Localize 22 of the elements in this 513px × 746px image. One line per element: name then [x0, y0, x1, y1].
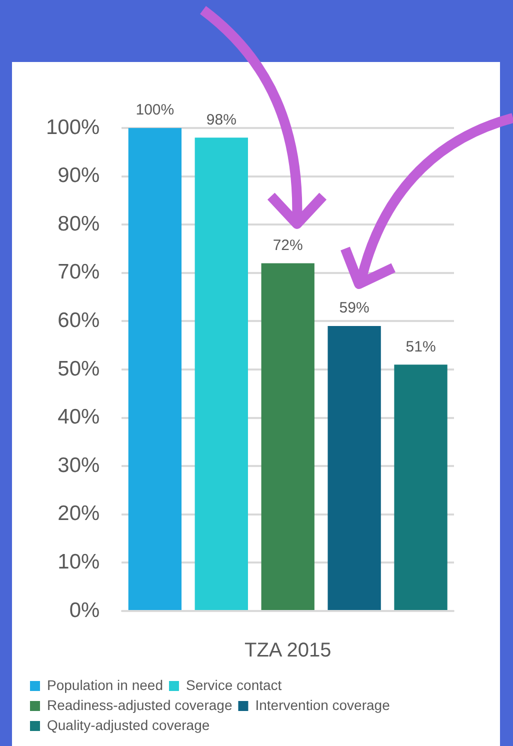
legend-label: Service contact — [186, 676, 282, 693]
y-tick-label: 40% — [58, 406, 100, 429]
y-tick-label: 80% — [58, 212, 100, 236]
legend-label: Readiness-adjusted coverage — [47, 696, 232, 713]
x-axis-title: TZA 2015 — [244, 640, 332, 662]
y-tick-label: 90% — [58, 164, 100, 188]
legend-label: Intervention coverage — [255, 696, 390, 713]
y-tick-label: 100% — [46, 116, 100, 139]
data-label: 100% — [136, 102, 174, 119]
y-tick-label: 30% — [58, 454, 100, 477]
y-tick-label: 70% — [58, 260, 100, 284]
y-tick-label: 60% — [58, 308, 100, 332]
legend-label: Population in need — [47, 676, 163, 693]
data-label: 51% — [406, 338, 436, 356]
data-label: 59% — [339, 300, 370, 317]
y-tick-label: 50% — [58, 357, 100, 380]
y-tick-label: 10% — [58, 550, 100, 574]
legend-label: Quality-adjusted coverage — [47, 716, 210, 733]
y-tick-label: 20% — [58, 502, 100, 526]
data-label: 98% — [206, 111, 236, 128]
data-label: 72% — [272, 236, 303, 254]
y-tick-label: 0% — [69, 598, 100, 622]
